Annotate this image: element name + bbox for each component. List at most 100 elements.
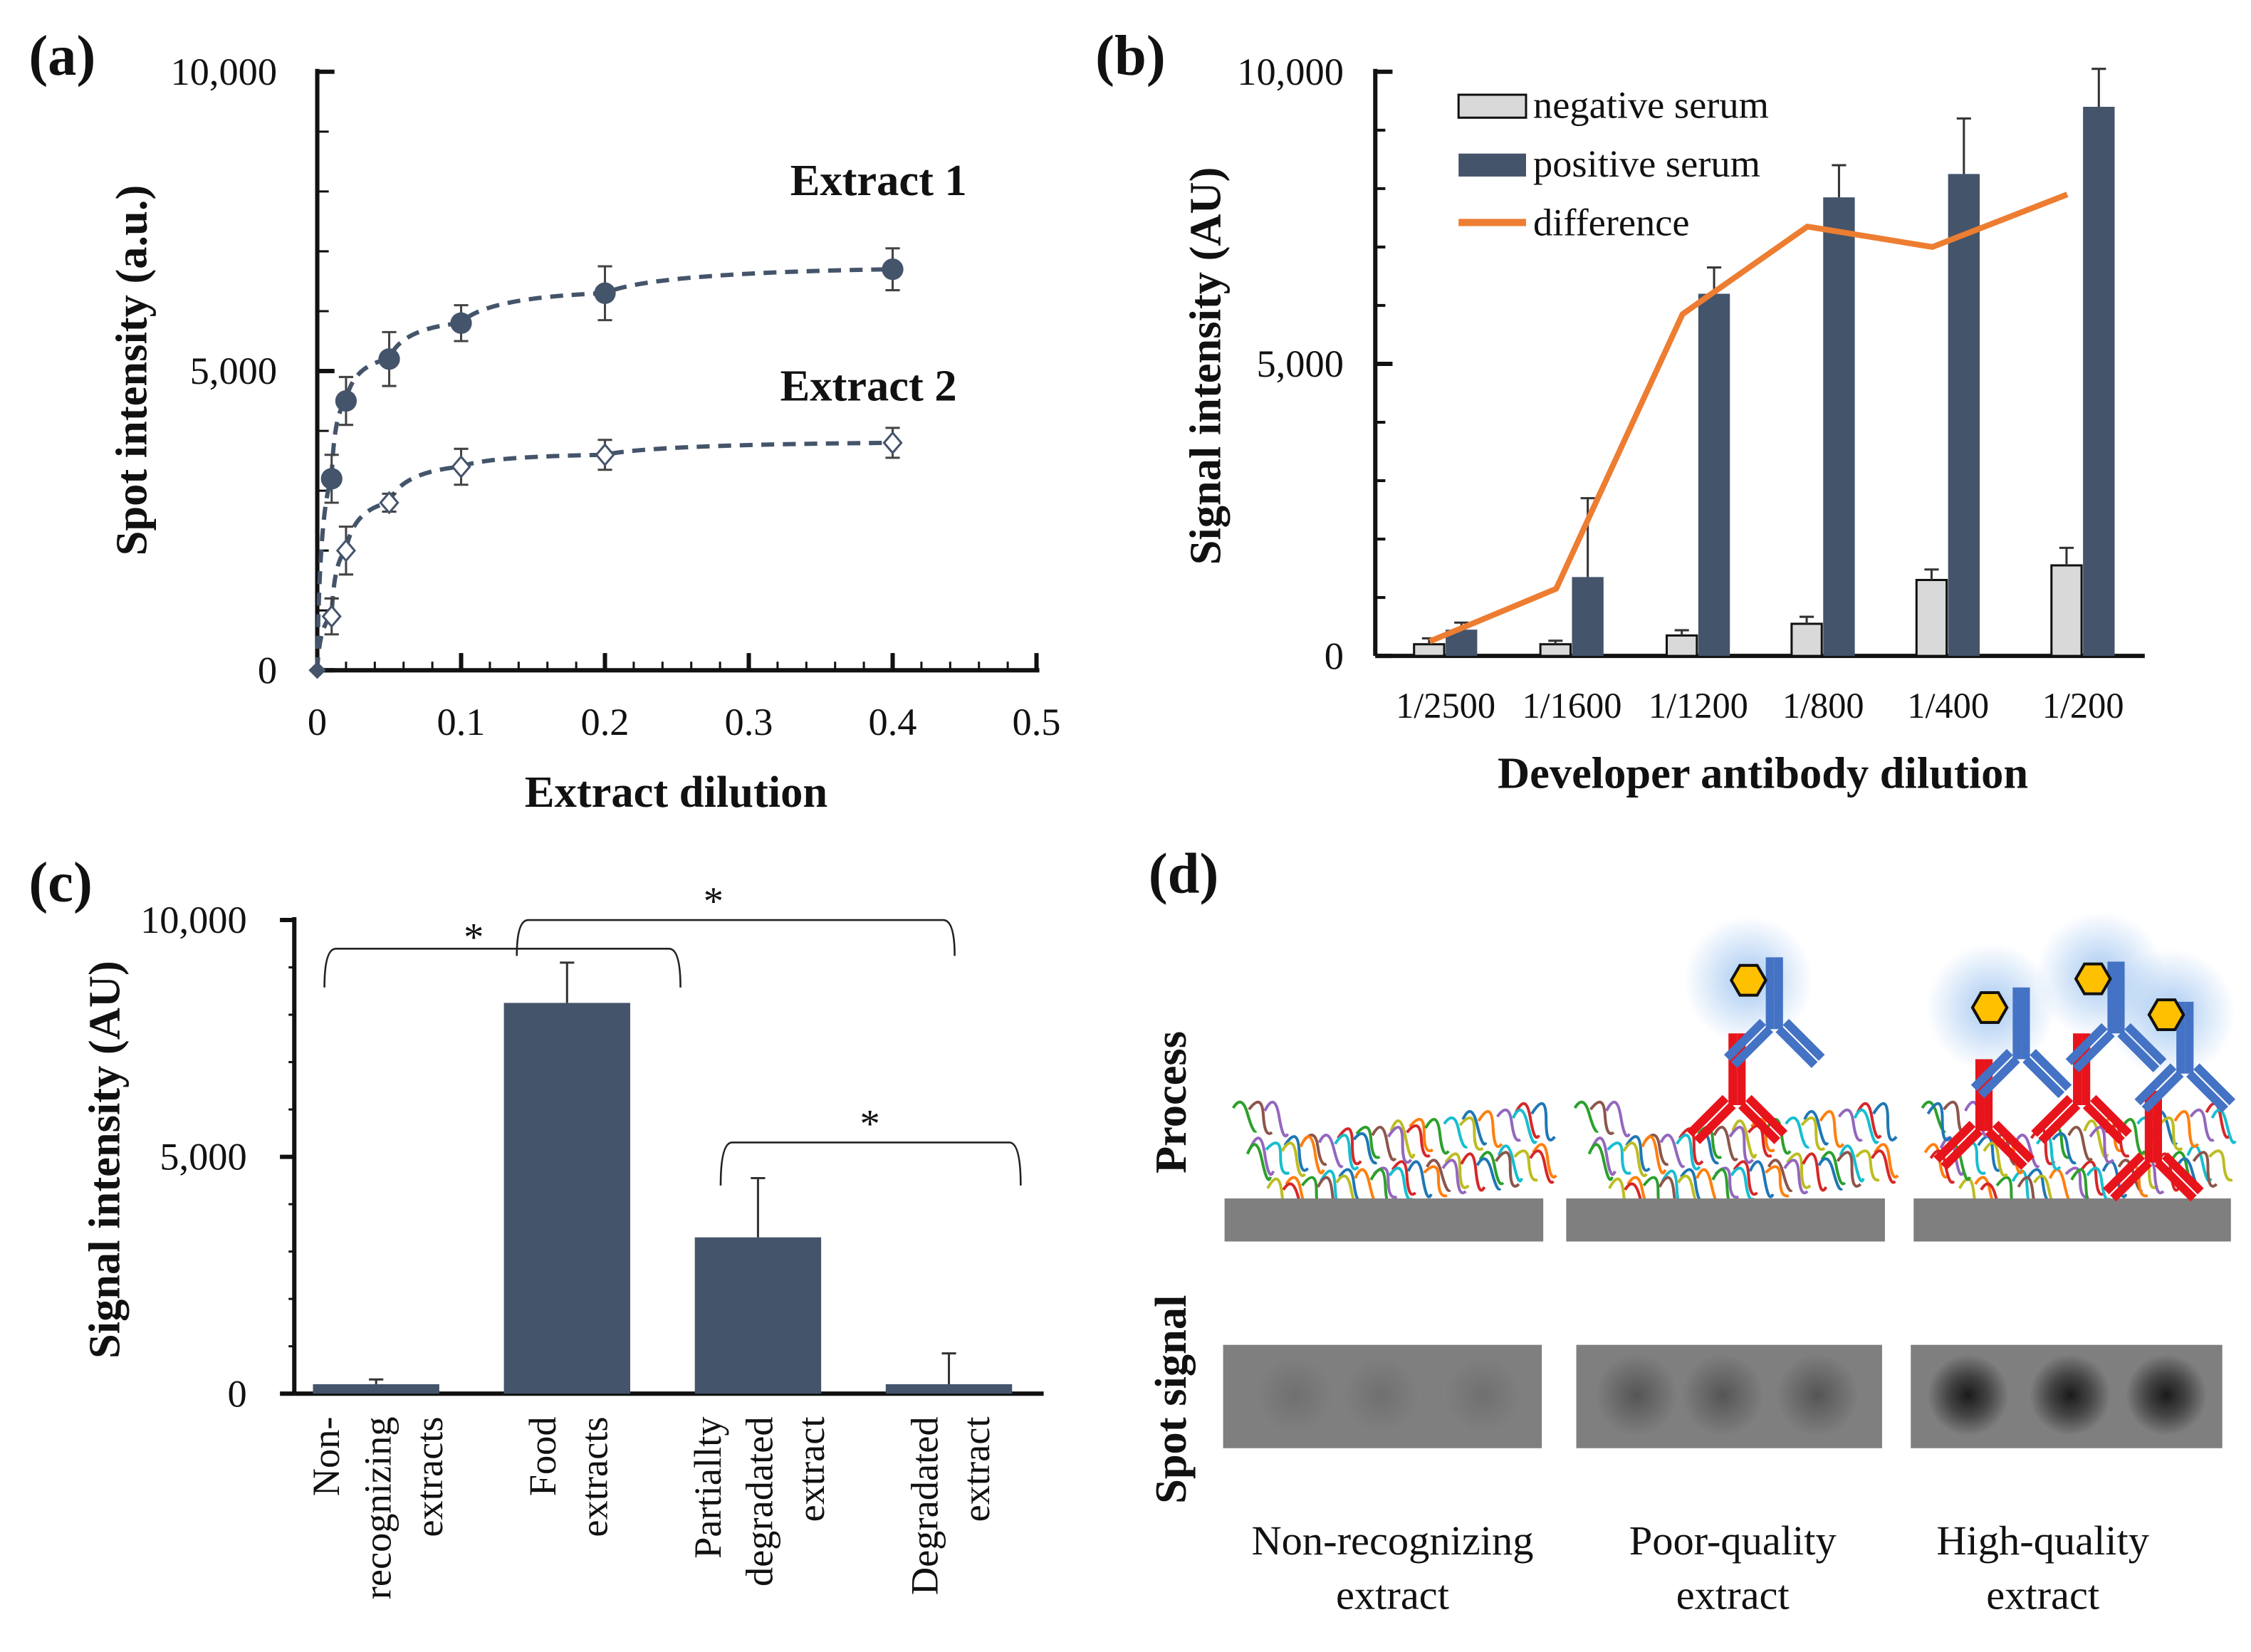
x-tick-label: 0.4 [869, 701, 917, 743]
protein-strand [1819, 1110, 1845, 1149]
data-point [308, 662, 326, 679]
bar [694, 1237, 822, 1394]
protein-strand [1355, 1126, 1381, 1159]
panel-label: (b) [1095, 24, 1166, 88]
spot [1254, 1354, 1335, 1436]
capture-antibody-red-arm [1686, 1094, 1729, 1137]
protein-strand [1786, 1152, 1812, 1189]
series-label-extract-1: Extract 1 [790, 155, 967, 205]
capture-antibody-red-arm [2110, 1159, 2153, 1202]
detection-antibody-blue-arm [2141, 1070, 2184, 1113]
protein-strand [1477, 1110, 1503, 1149]
spot [2126, 1354, 2207, 1436]
detection-antibody-blue-arm [1775, 1025, 1818, 1068]
protein-strand [1495, 1108, 1522, 1142]
y-tick-label: 0 [1325, 634, 1344, 677]
protein-strand [1573, 1100, 1599, 1133]
capture-antibody-red [1933, 1059, 2035, 1170]
capture-antibody-red-arm [2038, 1102, 2081, 1144]
protein-strand [1783, 1159, 1809, 1195]
row-label-spot-signal: Spot signal [1146, 1295, 1196, 1504]
significance-star: * [860, 1102, 880, 1146]
data-point [451, 455, 471, 479]
bar-negative-serum [1539, 643, 1572, 657]
bar-positive-serum [2083, 107, 2115, 657]
panel-label: (a) [28, 24, 95, 88]
protein-strand [1800, 1117, 1826, 1151]
capture-antibody-red-arm [2161, 1152, 2204, 1195]
row-label-process: Process [1146, 1031, 1196, 1173]
x-tick-label: recognizing [356, 1416, 399, 1599]
capture-antibody-red-arm [2154, 1159, 2197, 1202]
capture-antibody-red-arm [2082, 1102, 2125, 1144]
protein-strand [2158, 1117, 2183, 1151]
protein-strand [1337, 1127, 1362, 1166]
spot [1682, 1354, 1763, 1436]
x-tick-label: 0 [308, 701, 327, 743]
substrate-slide [1566, 1198, 1885, 1242]
y-tick-label: 10,000 [1237, 51, 1344, 93]
protein-strand [2192, 1151, 2218, 1188]
protein-layer [1921, 1100, 2237, 1216]
y-tick-label: 0 [258, 649, 277, 691]
panel-label: (c) [28, 851, 92, 914]
x-tick-label: Partiallty [686, 1416, 729, 1558]
protein-strand [1785, 1116, 1810, 1149]
column-label: Non-recognizing [1251, 1517, 1533, 1564]
significance-bracket [719, 1141, 1022, 1186]
protein-strand [1386, 1126, 1413, 1164]
protein-strand [1460, 1152, 1486, 1192]
significance-bracket [516, 919, 956, 956]
capture-antibody-red-arm [1941, 1128, 1983, 1170]
column-label: extract [1336, 1572, 1449, 1619]
protein-strand [1977, 1135, 2002, 1172]
bar [885, 1384, 1013, 1394]
protein-strand [1391, 1160, 1417, 1196]
bar-positive-serum [1698, 293, 1730, 657]
protein-strand [1494, 1151, 1520, 1188]
protein-strand [1532, 1143, 1557, 1179]
protein-strand [1245, 1143, 1273, 1181]
x-tick-label: Food [521, 1416, 564, 1496]
x-tick-label: 0.1 [437, 701, 486, 743]
protein-strand [2086, 1166, 2111, 1201]
protein-strand [1388, 1166, 1414, 1201]
label-hexagon-icon [1729, 963, 1767, 997]
protein-strand [1248, 1100, 1273, 1135]
protein-strand [1458, 1117, 1484, 1151]
x-tick-label: Degradated [903, 1416, 946, 1595]
protein-strand [1406, 1124, 1431, 1158]
protein-strand [2120, 1118, 2146, 1155]
legend-label: negative serum [1533, 83, 1769, 126]
y-axis-title: Signal intensity (AU) [1181, 167, 1231, 565]
panel-a: (a) 0 5,000 10,000 0 0.1 0.2 0.3 0.4 0.5 Extract d… [28, 24, 1060, 817]
protein-strand [2173, 1110, 2200, 1149]
x-tick-label: extracts [408, 1416, 451, 1537]
protein-strand [1352, 1132, 1378, 1165]
y-tick-label: 5,000 [160, 1136, 246, 1178]
legend-label: difference [1533, 202, 1690, 244]
protein-strand [1817, 1157, 1844, 1191]
protein-strand [1659, 1134, 1686, 1169]
protein-strand [1748, 1160, 1775, 1198]
x-tick-label: extract [955, 1416, 998, 1522]
data-point [882, 258, 904, 281]
detection-antibody-blue-arm [2124, 1023, 2167, 1065]
data-point [320, 468, 343, 490]
protein-strand [1767, 1159, 1793, 1192]
protein-strand [1836, 1151, 1862, 1188]
protein-strand [1803, 1110, 1829, 1146]
panel-d: (d) Process Spot signal Non-recognizing extr… [1146, 842, 2237, 1619]
detection-antibody-blue-arm [1723, 1018, 1766, 1061]
protein-strand [1622, 1141, 1648, 1178]
protein-strand [1249, 1136, 1275, 1176]
protein-strand [1733, 1160, 1758, 1196]
detection-antibody-blue-arm [2072, 1030, 2115, 1072]
capture-antibody-red-arm [2089, 1094, 2132, 1137]
protein-strand [1497, 1144, 1523, 1183]
substrate-slide [1913, 1198, 2231, 1242]
protein-strand [1513, 1149, 1538, 1182]
detection-antibody-blue-arm [1730, 1025, 1773, 1068]
label-hexagon-icon [2074, 962, 2112, 995]
